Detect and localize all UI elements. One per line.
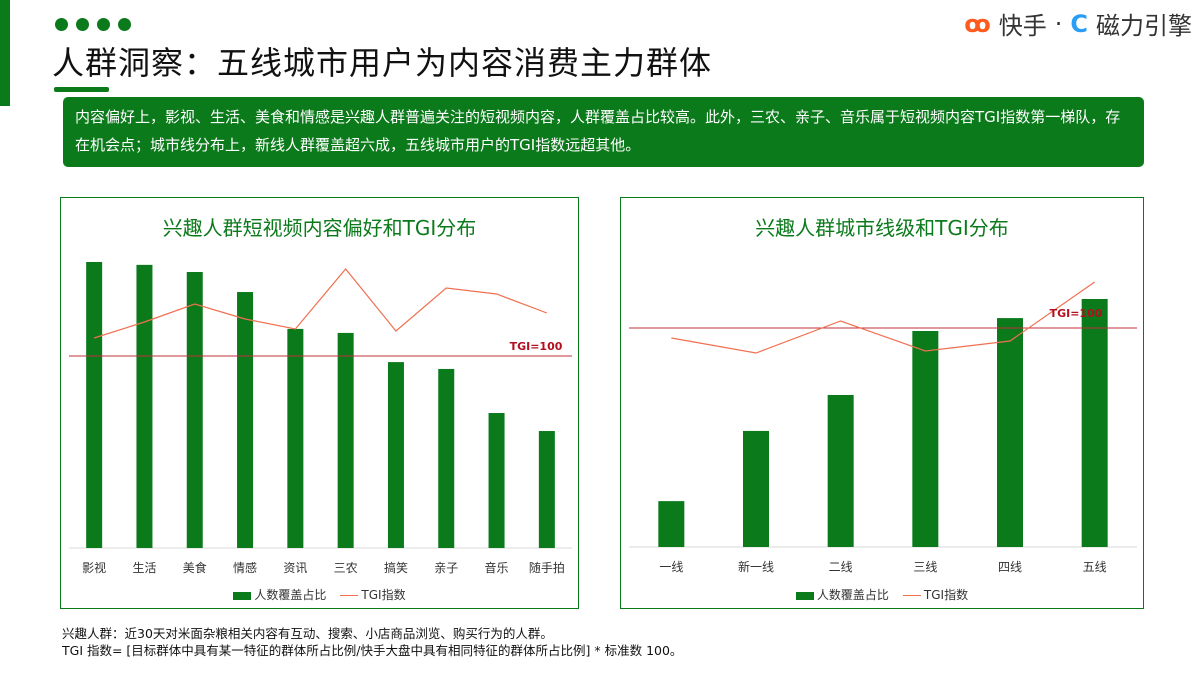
chart-city-tier: 兴趣人群城市线级和TGI分布 一线 新一线 二线 三线 四线 五线 TGI=100 人数覆盖… bbox=[620, 197, 1144, 609]
accent-bar bbox=[0, 0, 10, 106]
tgi-reference-label: TGI=100 bbox=[510, 340, 563, 353]
x-tick-label: 五线 bbox=[1083, 560, 1107, 574]
x-tick-label: 三线 bbox=[913, 560, 937, 574]
x-tick-label: 音乐 bbox=[485, 560, 509, 575]
cili-logo-text: 磁力引擎 bbox=[1096, 12, 1192, 40]
summary-box: 内容偏好上，影视、生活、美食和情感是兴趣人群普遍关注的短视频内容，人群覆盖占比较… bbox=[63, 97, 1144, 167]
bar bbox=[658, 501, 685, 547]
x-tick-label: 影视 bbox=[82, 560, 106, 575]
bar bbox=[438, 368, 455, 548]
footnote: TGI 指数= [目标群体中具有某一特征的群体所占比例/快手大盘中具有相同特征的… bbox=[62, 643, 683, 658]
x-tick-label: 新一线 bbox=[738, 559, 774, 574]
x-tick-label: 亲子 bbox=[434, 561, 458, 575]
chart-title: 兴趣人群城市线级和TGI分布 bbox=[755, 216, 1009, 240]
tgi-line bbox=[671, 281, 1096, 354]
x-tick-label: 二线 bbox=[829, 560, 853, 574]
x-tick-label: 三农 bbox=[334, 561, 358, 575]
legend: 人数覆盖占比 TGI指数 bbox=[61, 586, 578, 603]
bar bbox=[186, 272, 203, 548]
page-title: 人群洞察：五线城市用户为内容消费主力群体 bbox=[52, 44, 713, 82]
bar bbox=[287, 328, 304, 548]
footnote: 兴趣人群：近30天对米面杂粮相关内容有互动、搜索、小店商品浏览、购买行为的人群。 bbox=[62, 626, 553, 641]
tgi-reference-label: TGI=100 bbox=[1050, 307, 1103, 320]
bar bbox=[997, 318, 1023, 547]
logos: ꝏ 快手 · C 磁力引擎 bbox=[964, 6, 1192, 41]
bar bbox=[488, 413, 505, 548]
x-tick-label: 资讯 bbox=[283, 561, 307, 575]
bar bbox=[136, 264, 153, 548]
kuaishou-logo-text: 快手 bbox=[998, 12, 1047, 40]
legend-bar: 人数覆盖占比 bbox=[795, 586, 889, 603]
bar bbox=[743, 430, 769, 547]
bar bbox=[337, 332, 354, 548]
bar bbox=[237, 292, 254, 548]
x-tick-label: 搞笑 bbox=[384, 560, 408, 575]
footnotes: 兴趣人群：近30天对米面杂粮相关内容有互动、搜索、小店商品浏览、购买行为的人群。… bbox=[62, 625, 682, 659]
x-tick-label: 随手拍 bbox=[529, 560, 565, 575]
bar bbox=[912, 330, 939, 547]
chart-title: 兴趣人群短视频内容偏好和TGI分布 bbox=[162, 216, 477, 240]
x-tick-label: 一线 bbox=[659, 560, 683, 574]
logo-separator: · bbox=[1054, 9, 1063, 38]
bar bbox=[387, 362, 404, 548]
cili-logo-icon: C bbox=[1070, 9, 1088, 38]
chart-content-preference: 兴趣人群短视频内容偏好和TGI分布 影视 生活 美食 情感 资讯 三农 搞笑 亲子 音乐 随手拍 T… bbox=[60, 197, 579, 609]
bar bbox=[86, 262, 103, 548]
legend: 人数覆盖占比 TGI指数 bbox=[621, 586, 1143, 603]
kuaishou-logo-icon: ꝏ bbox=[964, 9, 991, 38]
x-tick-label: 美食 bbox=[183, 560, 207, 575]
x-tick-label: 四线 bbox=[998, 560, 1022, 574]
legend-line: TGI指数 bbox=[340, 586, 406, 603]
legend-line: TGI指数 bbox=[902, 586, 968, 603]
legend-bar: 人数覆盖占比 bbox=[233, 586, 326, 603]
x-tick-label: 生活 bbox=[132, 561, 156, 575]
bar bbox=[827, 394, 854, 547]
x-tick-label: 情感 bbox=[233, 560, 257, 575]
bar bbox=[1081, 299, 1108, 547]
tgi-line bbox=[93, 268, 548, 339]
bar bbox=[538, 431, 555, 548]
title-underline bbox=[54, 87, 109, 92]
decorative-dots bbox=[55, 18, 131, 31]
